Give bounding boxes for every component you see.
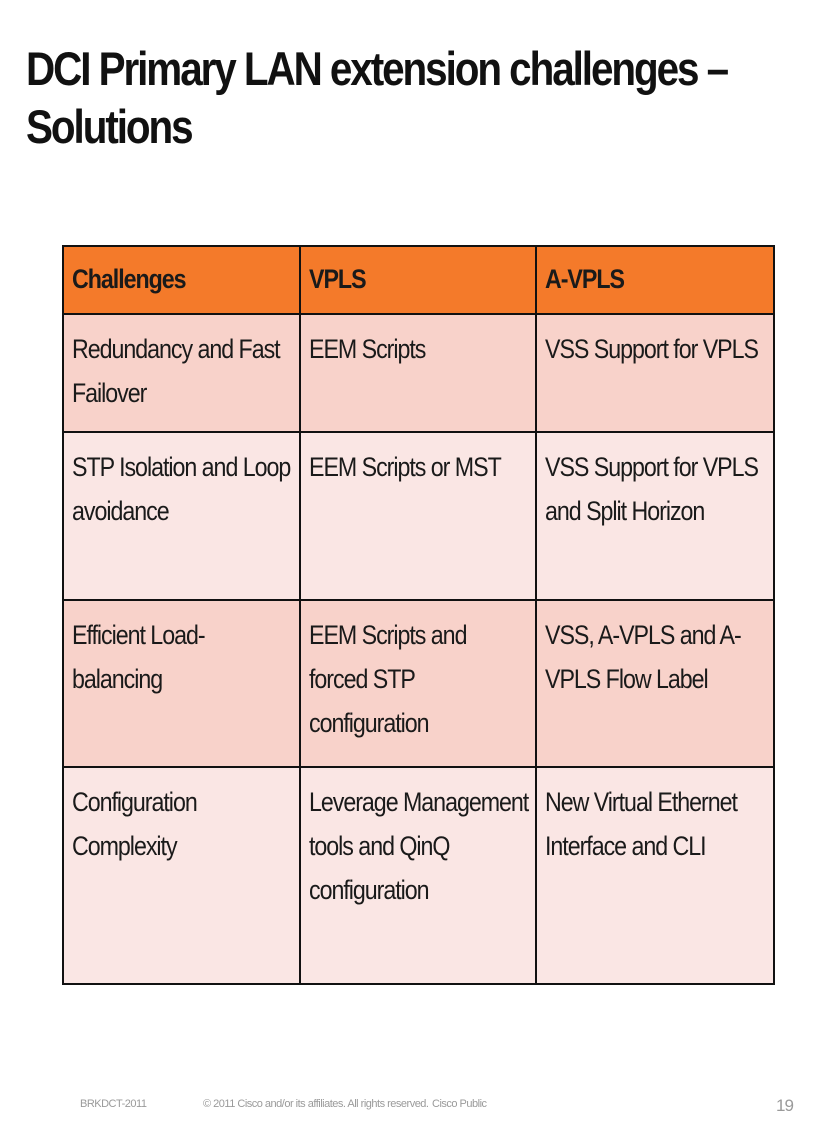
header-a-vpls: A-VPLS [535,245,775,315]
table-row: Configuration Complexity Leverage Manage… [62,766,775,985]
cell-text: VSS Support for VPLS and Split Horizon [545,452,759,526]
header-label: VPLS [309,264,367,294]
cell-text: EEM Scripts [309,334,426,364]
cell-text: Redundancy and Fast Failover [72,334,281,408]
cell-challenge: Redundancy and Fast Failover [62,313,301,433]
slide-title: DCI Primary LAN extension challenges – S… [26,42,729,153]
table-row: Efficient Load-balancing EEM Scripts and… [62,599,775,768]
table-header-row: Challenges VPLS A-VPLS [62,245,775,315]
page-number: 19 [776,1096,794,1115]
cell-vpls: EEM Scripts or MST [299,431,537,601]
header-vpls: VPLS [299,245,537,315]
cell-a-vpls: New Virtual Ethernet Interface and CLI [535,766,775,985]
cell-text: Configuration Complexity [72,787,198,861]
footer-copyright: © 2011 Cisco and/or its affiliates. All … [203,1098,429,1110]
cell-vpls: EEM Scripts [299,313,537,433]
cell-text: VSS Support for VPLS [545,334,759,364]
footer-classification: Cisco Public [432,1098,487,1110]
cell-text: EEM Scripts and forced STP configuration [309,620,467,738]
header-challenges: Challenges [62,245,301,315]
cell-challenge: STP Isolation and Loop avoidance [62,431,301,601]
cell-challenge: Configuration Complexity [62,766,301,985]
table-row: STP Isolation and Loop avoidance EEM Scr… [62,431,775,601]
cell-text: STP Isolation and Loop avoidance [72,452,291,526]
header-label: A-VPLS [545,264,625,294]
cell-text: VSS, A-VPLS and A-VPLS Flow Label [545,620,742,694]
cell-text: Efficient Load-balancing [72,620,206,694]
cell-text: New Virtual Ethernet Interface and CLI [545,787,738,861]
table-row: Redundancy and Fast Failover EEM Scripts… [62,313,775,433]
footer-session-id: BRKDCT-2011 [80,1098,147,1110]
cell-text: EEM Scripts or MST [309,452,502,482]
cell-vpls: EEM Scripts and forced STP configuration [299,599,537,768]
cell-challenge: Efficient Load-balancing [62,599,301,768]
comparison-table-container: Challenges VPLS A-VPLS Redundancy and Fa… [62,245,775,985]
cell-a-vpls: VSS Support for VPLS and Split Horizon [535,431,775,601]
cell-vpls: Leverage Management tools and QinQ confi… [299,766,537,985]
header-label: Challenges [72,264,187,294]
cell-a-vpls: VSS, A-VPLS and A-VPLS Flow Label [535,599,775,768]
challenges-solutions-table: Challenges VPLS A-VPLS Redundancy and Fa… [62,245,775,985]
cell-a-vpls: VSS Support for VPLS [535,313,775,433]
cell-text: Leverage Management tools and QinQ confi… [309,787,529,905]
